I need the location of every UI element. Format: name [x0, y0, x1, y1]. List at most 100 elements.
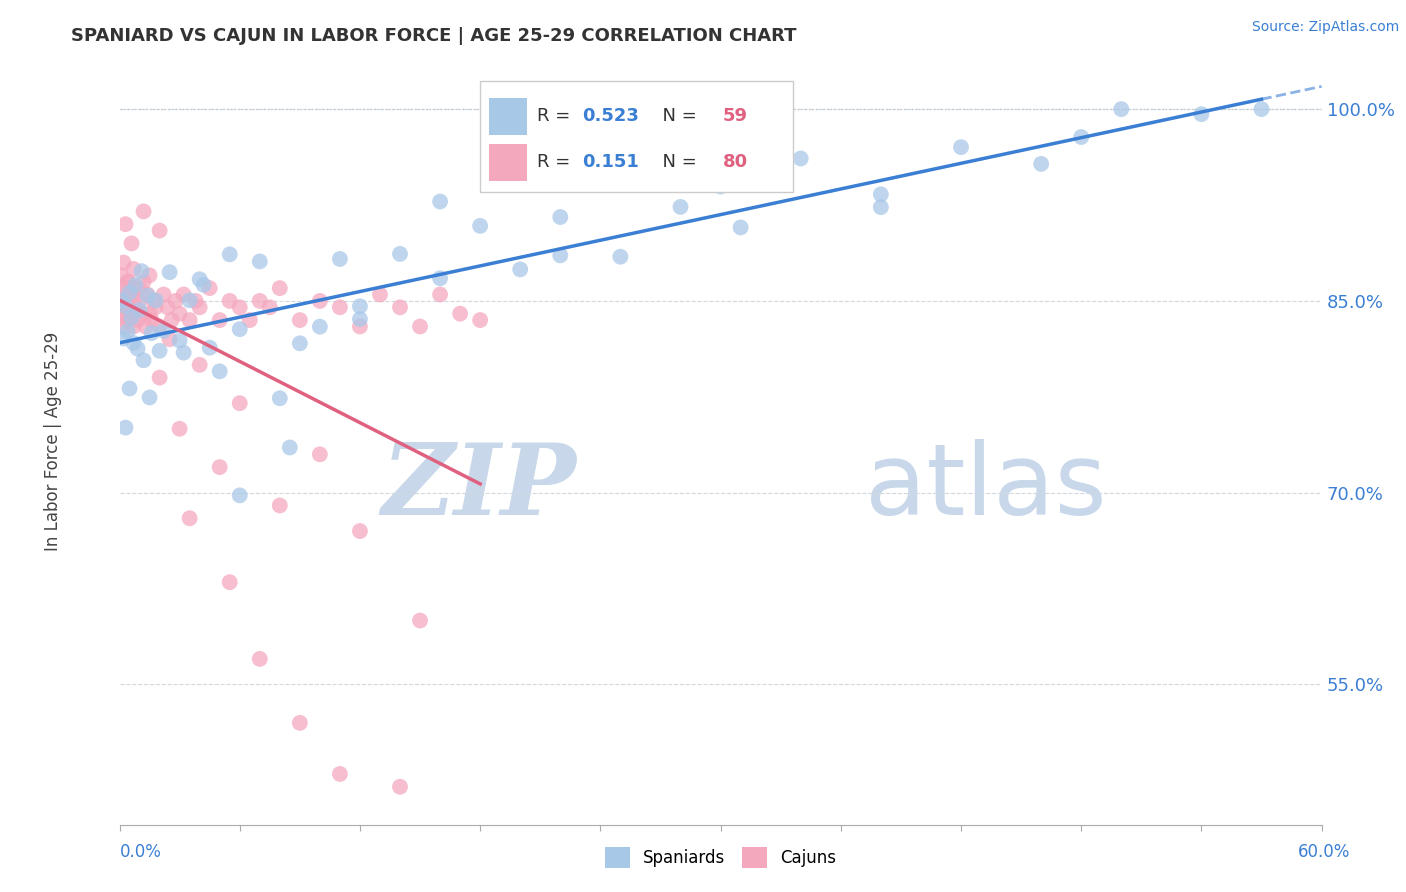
Point: [128, 293, 150, 308]
Point: [149, 223, 172, 237]
Point: [110, 287, 132, 301]
Text: 0.523: 0.523: [582, 107, 640, 125]
Point: [131, 307, 153, 321]
Text: ZIP: ZIP: [381, 440, 576, 536]
Point: [122, 319, 145, 334]
Point: [141, 313, 163, 327]
Point: [329, 300, 352, 314]
Point: [228, 300, 252, 314]
Point: [188, 358, 211, 372]
Point: [269, 499, 291, 513]
Point: [409, 319, 432, 334]
Point: [208, 364, 231, 378]
Point: [449, 307, 471, 321]
Point: [609, 250, 631, 264]
Point: [188, 272, 211, 286]
Text: 0.151: 0.151: [582, 153, 640, 171]
Point: [368, 287, 391, 301]
Point: [388, 247, 411, 261]
Point: [329, 767, 352, 781]
Point: [122, 261, 145, 276]
Point: [136, 287, 159, 301]
Point: [149, 319, 172, 334]
Point: [124, 287, 146, 301]
Point: [131, 264, 153, 278]
Point: [114, 299, 136, 313]
Point: [193, 277, 215, 292]
Point: [121, 310, 143, 325]
Point: [1111, 102, 1133, 116]
Point: [145, 293, 167, 308]
Point: [198, 341, 221, 355]
Point: [249, 652, 271, 666]
Point: [135, 319, 157, 334]
Point: [111, 319, 134, 334]
Point: [173, 287, 195, 301]
Point: [269, 391, 291, 405]
Text: R =: R =: [537, 107, 575, 125]
FancyBboxPatch shape: [488, 144, 527, 181]
Text: Source: ZipAtlas.com: Source: ZipAtlas.com: [1251, 20, 1399, 34]
Point: [115, 293, 138, 308]
Point: [124, 300, 146, 314]
Point: [132, 275, 155, 289]
Point: [208, 313, 231, 327]
Point: [869, 200, 891, 214]
Point: [138, 268, 160, 283]
Point: [188, 300, 211, 314]
Text: atlas: atlas: [865, 439, 1107, 536]
Point: [118, 313, 141, 327]
Point: [118, 382, 141, 396]
Point: [117, 300, 139, 314]
Point: [138, 307, 160, 321]
Point: [132, 204, 155, 219]
FancyBboxPatch shape: [479, 81, 793, 193]
Point: [730, 220, 752, 235]
Point: [169, 422, 191, 436]
Point: [790, 152, 813, 166]
Point: [548, 248, 571, 262]
Point: [112, 331, 135, 345]
Point: [269, 281, 291, 295]
Point: [669, 200, 692, 214]
Text: 80: 80: [723, 153, 748, 171]
Point: [112, 255, 135, 269]
Point: [110, 268, 132, 283]
Point: [127, 342, 149, 356]
Point: [349, 299, 371, 313]
Point: [152, 287, 174, 301]
Point: [117, 324, 139, 338]
Point: [159, 332, 181, 346]
Point: [1250, 102, 1272, 116]
Point: [117, 275, 139, 289]
Point: [149, 370, 172, 384]
Point: [118, 285, 141, 300]
Point: [184, 293, 207, 308]
Point: [288, 313, 311, 327]
Point: [114, 313, 136, 327]
Legend: Spaniards, Cajuns: Spaniards, Cajuns: [598, 840, 844, 874]
Point: [159, 265, 181, 279]
Point: [239, 313, 262, 327]
Point: [117, 275, 139, 289]
Point: [121, 236, 143, 251]
Point: [429, 194, 451, 209]
Point: [1070, 130, 1092, 145]
Point: [218, 575, 240, 590]
Point: [228, 396, 252, 410]
Point: [249, 254, 271, 268]
Text: N =: N =: [651, 153, 703, 171]
Point: [249, 293, 271, 308]
Point: [156, 300, 179, 314]
Point: [127, 313, 149, 327]
Point: [112, 281, 135, 295]
Point: [259, 300, 281, 314]
Point: [709, 179, 731, 194]
Point: [869, 187, 891, 202]
Point: [169, 307, 191, 321]
Point: [309, 319, 332, 334]
Point: [165, 293, 187, 308]
Point: [179, 293, 201, 308]
Point: [121, 307, 143, 321]
Point: [179, 511, 201, 525]
